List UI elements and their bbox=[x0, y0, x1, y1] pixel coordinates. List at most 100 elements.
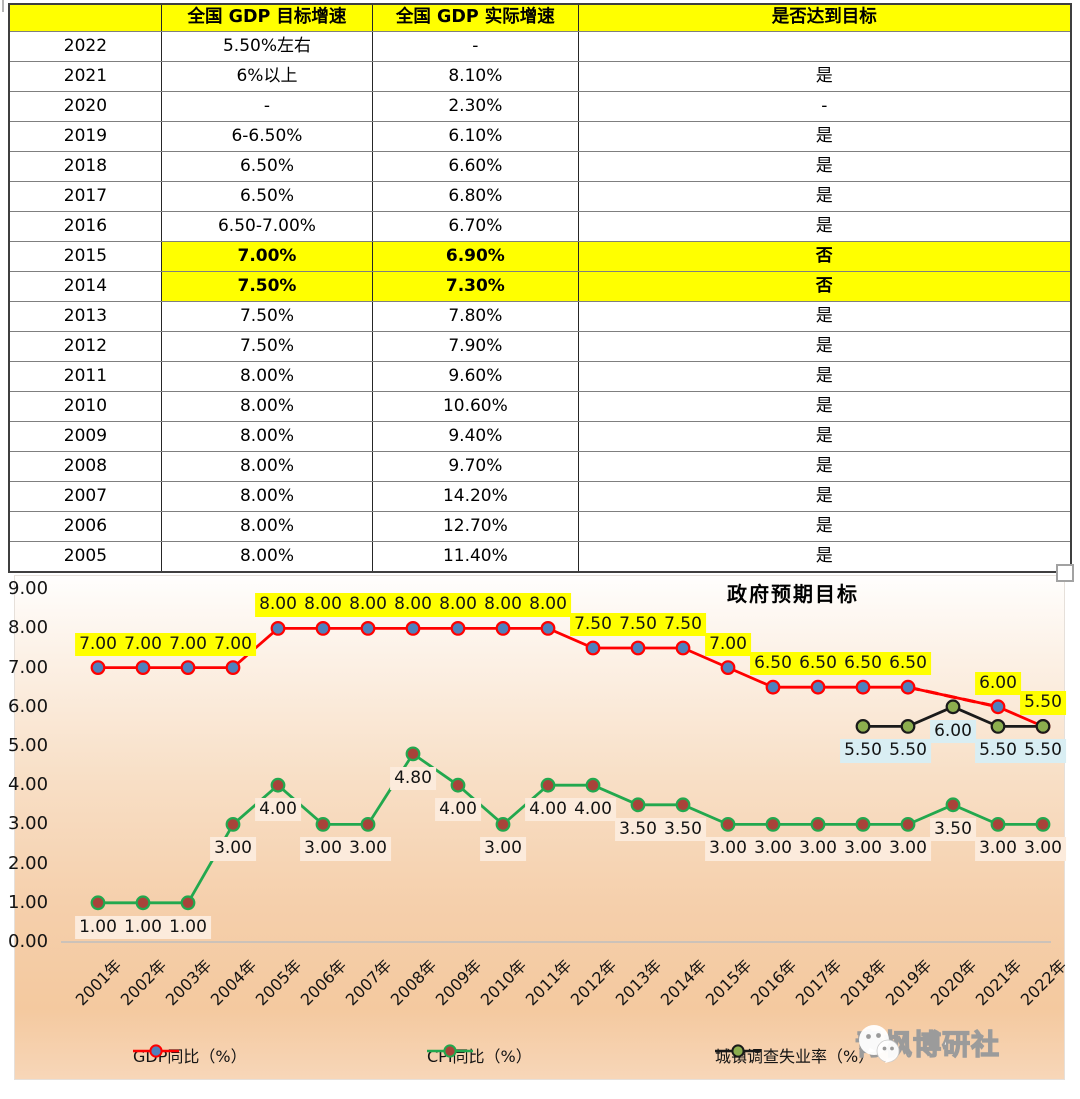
table-row: 2021 6%以上 8.10% 是 bbox=[8, 61, 1072, 92]
actual-cell: 2.30% bbox=[372, 91, 579, 122]
table-row: 2008 8.00% 9.70% 是 bbox=[8, 451, 1072, 482]
header-cell: 是否达到目标 bbox=[577, 3, 1072, 32]
reached-cell: 是 bbox=[577, 331, 1072, 362]
gdp-data-label: 6.50 bbox=[840, 652, 886, 676]
cpi-data-label: 3.50 bbox=[660, 817, 706, 842]
unemployment-marker bbox=[855, 718, 871, 734]
cpi-marker bbox=[630, 797, 646, 813]
y-axis-label: 7.00 bbox=[8, 656, 49, 678]
selection-corner-artifact bbox=[2, 0, 4, 12]
year-cell: 2012 bbox=[8, 331, 162, 362]
actual-cell: 12.70% bbox=[372, 511, 579, 542]
table-row: 2018 6.50% 6.60% 是 bbox=[8, 151, 1072, 182]
gdp-marker bbox=[450, 621, 466, 636]
actual-cell: 9.60% bbox=[372, 361, 579, 392]
actual-cell: 7.30% bbox=[372, 271, 579, 302]
target-cell: 7.50% bbox=[160, 301, 374, 332]
target-cell: 6.50-7.00% bbox=[160, 211, 374, 242]
cpi-marker bbox=[360, 816, 376, 832]
cpi-data-label: 3.00 bbox=[750, 837, 796, 861]
actual-cell: 10.60% bbox=[372, 391, 579, 422]
gdp-data-label: 6.50 bbox=[795, 652, 841, 676]
actual-cell: 6.60% bbox=[372, 151, 579, 182]
gdp-data-label: 6.50 bbox=[885, 652, 931, 676]
gdp-data-label: 7.50 bbox=[570, 613, 616, 637]
gdp-marker bbox=[315, 621, 331, 636]
cpi-marker bbox=[855, 816, 871, 832]
actual-cell: 9.70% bbox=[372, 451, 579, 482]
year-cell: 2008 bbox=[8, 451, 162, 482]
cpi-marker bbox=[1035, 816, 1051, 832]
year-cell: 2020 bbox=[8, 91, 162, 122]
table-row: 2011 8.00% 9.60% 是 bbox=[8, 361, 1072, 392]
year-cell: 2015 bbox=[8, 241, 162, 272]
gdp-marker bbox=[765, 679, 781, 695]
actual-cell: 6.10% bbox=[372, 121, 579, 152]
gdp-marker bbox=[810, 679, 826, 695]
target-cell: 8.00% bbox=[160, 511, 374, 542]
year-cell: 2019 bbox=[8, 121, 162, 152]
chart: 政府预期目标 7.00 7.00 7.00 7.00 8.00 8.00 8.00 8.00 8… bbox=[8, 575, 1070, 1080]
gdp-target-table: 全国 GDP 目标增速 全国 GDP 实际增速 是否达到目标 2022 5.50%左右 -… bbox=[8, 3, 1072, 573]
gdp-data-label: 8.00 bbox=[435, 593, 481, 617]
gdp-data-label: 7.00 bbox=[75, 632, 121, 656]
cpi-marker bbox=[990, 816, 1006, 832]
unemployment-data-label: 5.50 bbox=[885, 739, 931, 763]
gdp-data-label: 7.50 bbox=[615, 613, 661, 637]
cpi-marker bbox=[270, 777, 286, 793]
unemployment-data-label: 6.00 bbox=[930, 719, 976, 744]
gdp-marker bbox=[630, 640, 646, 656]
year-cell: 2017 bbox=[8, 181, 162, 212]
gdp-data-label: 5.50 bbox=[1020, 691, 1066, 715]
cpi-data-label: 4.00 bbox=[255, 798, 301, 822]
cpi-data-label: 4.00 bbox=[435, 798, 481, 822]
table-row: 2015 7.00% 6.90% 否 bbox=[8, 241, 1072, 272]
y-axis-label: 2.00 bbox=[8, 852, 49, 874]
year-cell: 2005 bbox=[8, 541, 162, 573]
cpi-data-label: 3.50 bbox=[930, 817, 976, 842]
gdp-marker bbox=[990, 699, 1006, 715]
cpi-marker bbox=[450, 777, 466, 793]
unemployment-marker bbox=[945, 699, 961, 715]
y-axis-label: 4.00 bbox=[8, 774, 49, 796]
gdp-data-label: 7.00 bbox=[165, 632, 211, 656]
target-cell: 6.50% bbox=[160, 151, 374, 182]
actual-cell: 6.80% bbox=[372, 181, 579, 212]
cpi-marker bbox=[180, 895, 196, 911]
reached-cell: 是 bbox=[577, 61, 1072, 92]
y-axis-label: 0.00 bbox=[8, 931, 49, 952]
legend-item-gdp: GDP同比（%） bbox=[133, 1043, 247, 1067]
gdp-data-label: 6.00 bbox=[975, 671, 1021, 696]
cpi-data-label: 3.00 bbox=[885, 837, 931, 861]
reached-cell: 是 bbox=[577, 421, 1072, 452]
table-row: 2007 8.00% 14.20% 是 bbox=[8, 481, 1072, 512]
cpi-marker bbox=[810, 816, 826, 832]
gdp-data-label: 8.00 bbox=[255, 593, 301, 617]
year-cell: 2010 bbox=[8, 391, 162, 422]
unemployment-data-label: 5.50 bbox=[840, 739, 886, 763]
cpi-data-label: 3.00 bbox=[705, 837, 751, 861]
chart-title: 政府预期目标 bbox=[727, 582, 859, 606]
reached-cell: 是 bbox=[577, 301, 1072, 332]
target-cell: 7.50% bbox=[160, 271, 374, 302]
table-row: 2022 5.50%左右 - bbox=[8, 31, 1072, 62]
table-row: 2006 8.00% 12.70% 是 bbox=[8, 511, 1072, 542]
cpi-data-label: 4.80 bbox=[390, 766, 436, 791]
table-row: 2014 7.50% 7.30% 否 bbox=[8, 271, 1072, 302]
gdp-data-label: 7.00 bbox=[705, 632, 751, 656]
gdp-marker bbox=[135, 660, 151, 675]
actual-cell: 7.90% bbox=[372, 331, 579, 362]
y-axis-label: 9.00 bbox=[8, 578, 49, 600]
year-cell: 2014 bbox=[8, 271, 162, 302]
year-cell: 2016 bbox=[8, 211, 162, 242]
gdp-data-label: 8.00 bbox=[345, 593, 391, 617]
unemployment-legend-marker-icon bbox=[715, 1044, 761, 1058]
y-axis-label: 6.00 bbox=[8, 695, 49, 717]
gdp-marker bbox=[180, 660, 196, 675]
gdp-data-label: 8.00 bbox=[300, 593, 346, 617]
table-row: 2019 6-6.50% 6.10% 是 bbox=[8, 121, 1072, 152]
cpi-line bbox=[96, 752, 1045, 905]
table-row: 2012 7.50% 7.90% 是 bbox=[8, 331, 1072, 362]
reached-cell: 是 bbox=[577, 121, 1072, 152]
